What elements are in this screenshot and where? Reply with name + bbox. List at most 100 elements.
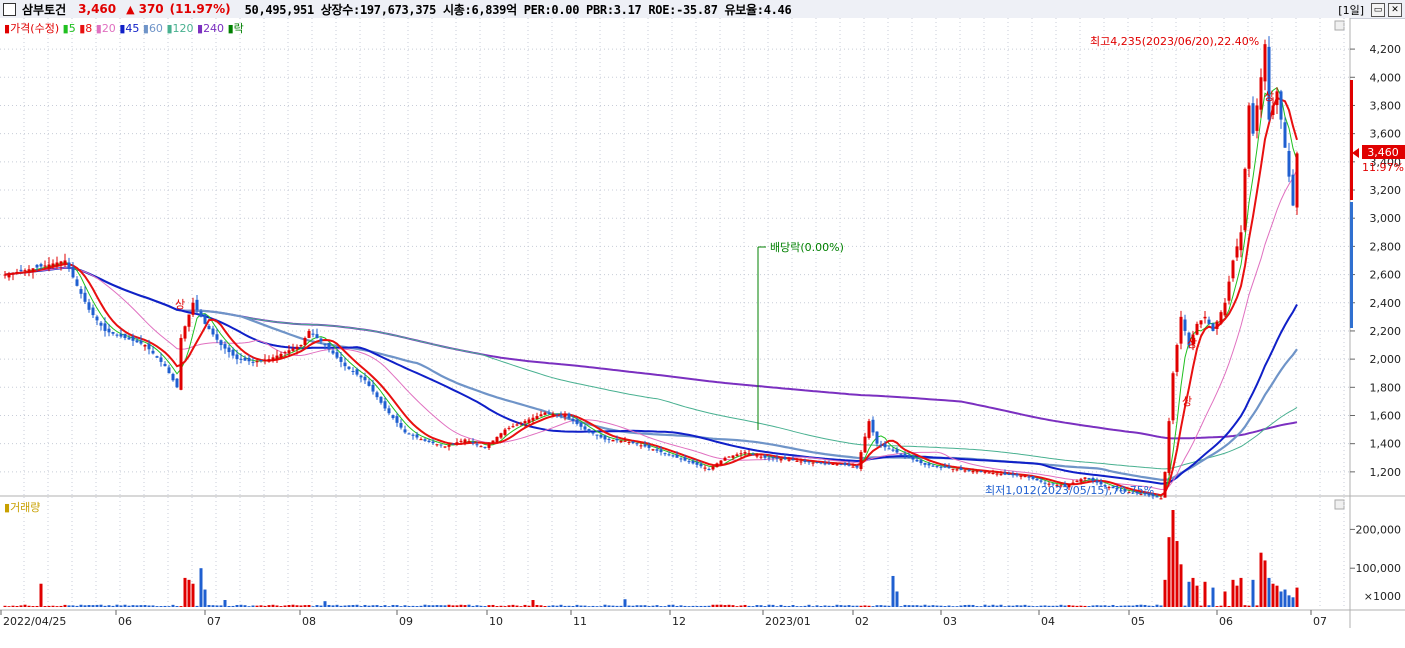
candle-body: [683, 457, 687, 461]
volume-bar: [95, 604, 99, 607]
candle-body: [1283, 122, 1287, 148]
volume-bar: [79, 604, 83, 607]
volume-bar: [435, 605, 439, 607]
volume-bar: [1179, 564, 1183, 607]
volume-bar: [1155, 604, 1159, 607]
candle-body: [519, 422, 523, 424]
current-price-tag: [1362, 145, 1405, 159]
candle-body: [783, 457, 787, 460]
restore-window-icon[interactable]: ▭: [1371, 3, 1385, 17]
volume-bar: [395, 605, 399, 607]
volume-bar: [63, 604, 67, 607]
candle-body: [803, 460, 807, 462]
close-window-icon[interactable]: ✕: [1388, 3, 1402, 17]
candle-body: [23, 270, 27, 272]
volume-bar: [699, 605, 703, 607]
price-tick-label: 2,400: [1370, 297, 1402, 310]
candle-body: [747, 453, 751, 455]
candle-body: [787, 459, 791, 461]
candle-body: [87, 302, 91, 310]
select-checkbox[interactable]: [3, 2, 16, 16]
candle-body: [275, 355, 279, 361]
candle-body: [707, 468, 711, 470]
volume-bar: [283, 605, 287, 607]
volume-bar: [203, 589, 207, 607]
volume-bar: [771, 604, 775, 607]
candle-body: [1231, 260, 1235, 279]
legend-label: 45: [125, 22, 143, 35]
candle-body: [523, 421, 527, 424]
legend-swatch: ▮: [96, 22, 102, 35]
volume-bar: [415, 606, 419, 607]
volume-bar: [171, 604, 175, 607]
price-tick-label: 3,200: [1370, 184, 1402, 197]
volume-bar: [331, 605, 335, 607]
candle-body: [115, 334, 119, 336]
volume-bar: [1271, 583, 1275, 607]
stock-chart[interactable]: 1,200 1,400 1,600 1,800 2,000 2,200 2,400 2,600…: [0, 18, 1405, 648]
limit-up-marker: 상: [1182, 395, 1192, 408]
candle-body: [1067, 484, 1071, 488]
volume-bar: [895, 591, 899, 607]
candle-body: [731, 455, 735, 458]
volume-bar: [735, 606, 739, 607]
volume-maximize-icon[interactable]: [1334, 499, 1345, 510]
volume-bar: [855, 605, 859, 607]
volume-bar: [111, 605, 115, 607]
price-tick-label: 2,200: [1370, 325, 1402, 338]
volume-bar: [1151, 605, 1155, 607]
window-controls: [1일] ▭ ✕: [1338, 2, 1402, 18]
volume-bar: [431, 605, 435, 607]
volume-bar: [859, 605, 863, 607]
panel-maximize-icon[interactable]: [1334, 20, 1345, 31]
candle-body: [867, 421, 871, 438]
candle-body: [907, 455, 911, 458]
volume-bar: [827, 605, 831, 607]
candle-body: [1259, 77, 1263, 110]
volume-bar: [1243, 605, 1247, 607]
candle-body: [343, 362, 347, 367]
volume-bar: [1023, 604, 1027, 607]
volume-bar: [691, 605, 695, 607]
volume-bar: [727, 604, 731, 607]
volume-bar: [35, 605, 39, 607]
volume-bar: [719, 604, 723, 607]
price-change-percent: (11.97%): [169, 2, 231, 16]
candle-body: [463, 439, 467, 443]
candle-body: [1167, 421, 1171, 473]
price-tick-label: 3,600: [1370, 128, 1402, 141]
candle-body: [19, 269, 23, 272]
candle-body: [1223, 302, 1227, 316]
volume-bar: [1295, 587, 1299, 607]
candle-body: [767, 457, 771, 459]
legend-label: 가격(수정): [10, 22, 63, 35]
volume-bar: [987, 605, 991, 607]
volume-bar: [427, 605, 431, 607]
candle-body: [871, 419, 875, 433]
candle-body: [107, 328, 111, 333]
legend-label: 8: [85, 22, 96, 35]
volume-bar: [539, 605, 543, 607]
volume-bar: [1207, 605, 1211, 607]
limit-up-marker: 상: [1187, 337, 1197, 350]
volume-bar: [1239, 577, 1243, 607]
candle-body: [503, 429, 507, 435]
volume-bars: [3, 510, 1299, 607]
volume-bar: [583, 605, 587, 607]
period-selector[interactable]: [1일]: [1338, 4, 1364, 17]
volume-bar: [559, 604, 563, 607]
candle-body: [603, 435, 607, 440]
volume-bar: [159, 606, 163, 607]
candle-body: [1295, 153, 1299, 208]
candle-body: [799, 461, 803, 463]
candle-body: [1131, 492, 1135, 494]
volume-bar: [1083, 605, 1087, 607]
volume-bar: [579, 605, 583, 607]
volume-bar: [1227, 605, 1231, 607]
volume-bar: [587, 606, 591, 607]
candle-body: [431, 441, 435, 444]
candle-body: [963, 470, 967, 472]
volume-bar: [403, 605, 407, 607]
candle-body: [1215, 321, 1219, 329]
candle-body: [815, 461, 819, 463]
